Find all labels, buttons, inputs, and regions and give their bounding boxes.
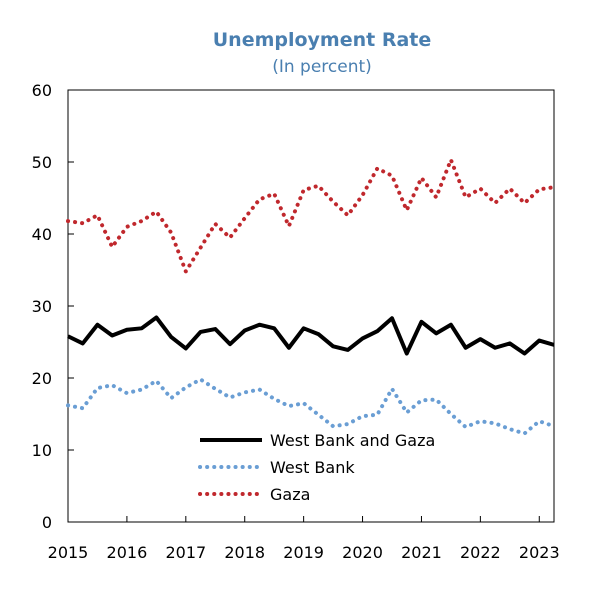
x-axis: 2015 2016 2017 2018 2019 2020 2021 2022 2023	[48, 516, 560, 562]
x-tick-label: 2018	[224, 543, 265, 562]
y-tick-label: 40	[32, 225, 52, 244]
x-tick-label: 2019	[283, 543, 324, 562]
x-tick-label: 2015	[48, 543, 89, 562]
y-axis: 0 10 20 30 40 50 60	[32, 81, 74, 532]
y-tick-label: 10	[32, 441, 52, 460]
chart-subtitle: (In percent)	[272, 57, 372, 77]
series-line-west-bank	[66, 377, 556, 436]
y-tick-label: 30	[32, 297, 52, 316]
x-tick-label: 2020	[342, 543, 383, 562]
legend-label-gaza: Gaza	[270, 485, 310, 504]
series-line-west-bank-and-gaza	[67, 315, 555, 356]
legend-label-west-bank: West Bank	[270, 458, 355, 477]
y-tick-label: 0	[42, 513, 52, 532]
y-tick-label: 20	[32, 369, 52, 388]
legend: West Bank and Gaza West Bank Gaza	[198, 431, 435, 504]
x-tick-label: 2023	[519, 543, 560, 562]
series-line-gaza	[66, 157, 556, 274]
y-tick-label: 60	[32, 81, 52, 100]
x-tick-label: 2016	[107, 543, 148, 562]
legend-label-west-bank-and-gaza: West Bank and Gaza	[270, 431, 435, 450]
x-tick-label: 2022	[460, 543, 501, 562]
x-tick-label: 2017	[165, 543, 206, 562]
y-tick-label: 50	[32, 153, 52, 172]
x-tick-label: 2021	[401, 543, 442, 562]
chart-title: Unemployment Rate	[213, 29, 432, 51]
series-layer	[66, 157, 556, 436]
